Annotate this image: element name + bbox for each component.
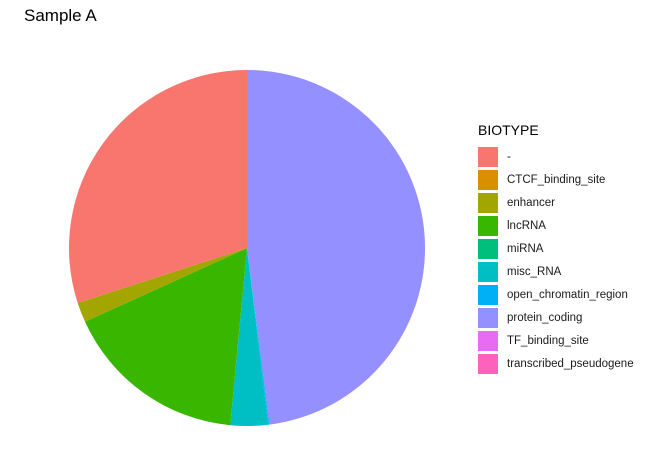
legend-swatch [478,307,498,328]
legend-items: - CTCF_binding_site enhancer lncRNA miRNA mis… [478,145,634,375]
legend-label: - [507,150,511,163]
legend-item-protein-coding: protein_coding [478,306,634,329]
legend-label: transcribed_pseudogene [507,357,634,370]
legend-swatch [478,330,498,351]
legend-label: protein_coding [507,311,583,324]
legend-item-open-chromatin-region: open_chromatin_region [478,283,634,306]
legend-item-ctcf-binding-site: CTCF_binding_site [478,168,634,191]
legend-label: miRNA [507,242,544,255]
legend-swatch [478,261,498,282]
pie-slice-protein-coding [247,70,426,425]
pie-slice-dash [68,69,247,304]
legend-label: enhancer [507,196,555,209]
legend-swatch [478,238,498,259]
pie-slice-misc-rna [230,248,269,426]
legend-swatch [478,353,498,374]
legend: BIOTYPE - CTCF_binding_site enhancer lncRNA… [478,122,634,375]
legend-item-transcribed-pseudogene: transcribed_pseudogene [478,352,634,375]
legend-swatch [478,169,498,190]
pie-slice-open-chromatin-region [247,248,270,425]
legend-swatch [478,192,498,213]
legend-label: lncRNA [507,219,546,232]
legend-item-dash: - [478,145,634,168]
legend-label: TF_binding_site [507,334,589,347]
legend-item-misc-rna: misc_RNA [478,260,634,283]
legend-item-tf-binding-site: TF_binding_site [478,329,634,352]
legend-item-lncrna: lncRNA [478,214,634,237]
pie-slice-lncrna [85,248,247,426]
legend-title: BIOTYPE [478,122,539,138]
legend-item-mirna: miRNA [478,237,634,260]
legend-label: CTCF_binding_site [507,173,606,186]
legend-swatch [478,284,498,305]
legend-item-enhancer: enhancer [478,191,634,214]
legend-swatch [478,215,498,236]
chart-title: Sample A [24,6,97,25]
legend-label: open_chromatin_region [507,288,628,301]
legend-swatch [478,146,498,167]
legend-label: misc_RNA [507,265,562,278]
pie-slice-enhancer [77,248,248,322]
